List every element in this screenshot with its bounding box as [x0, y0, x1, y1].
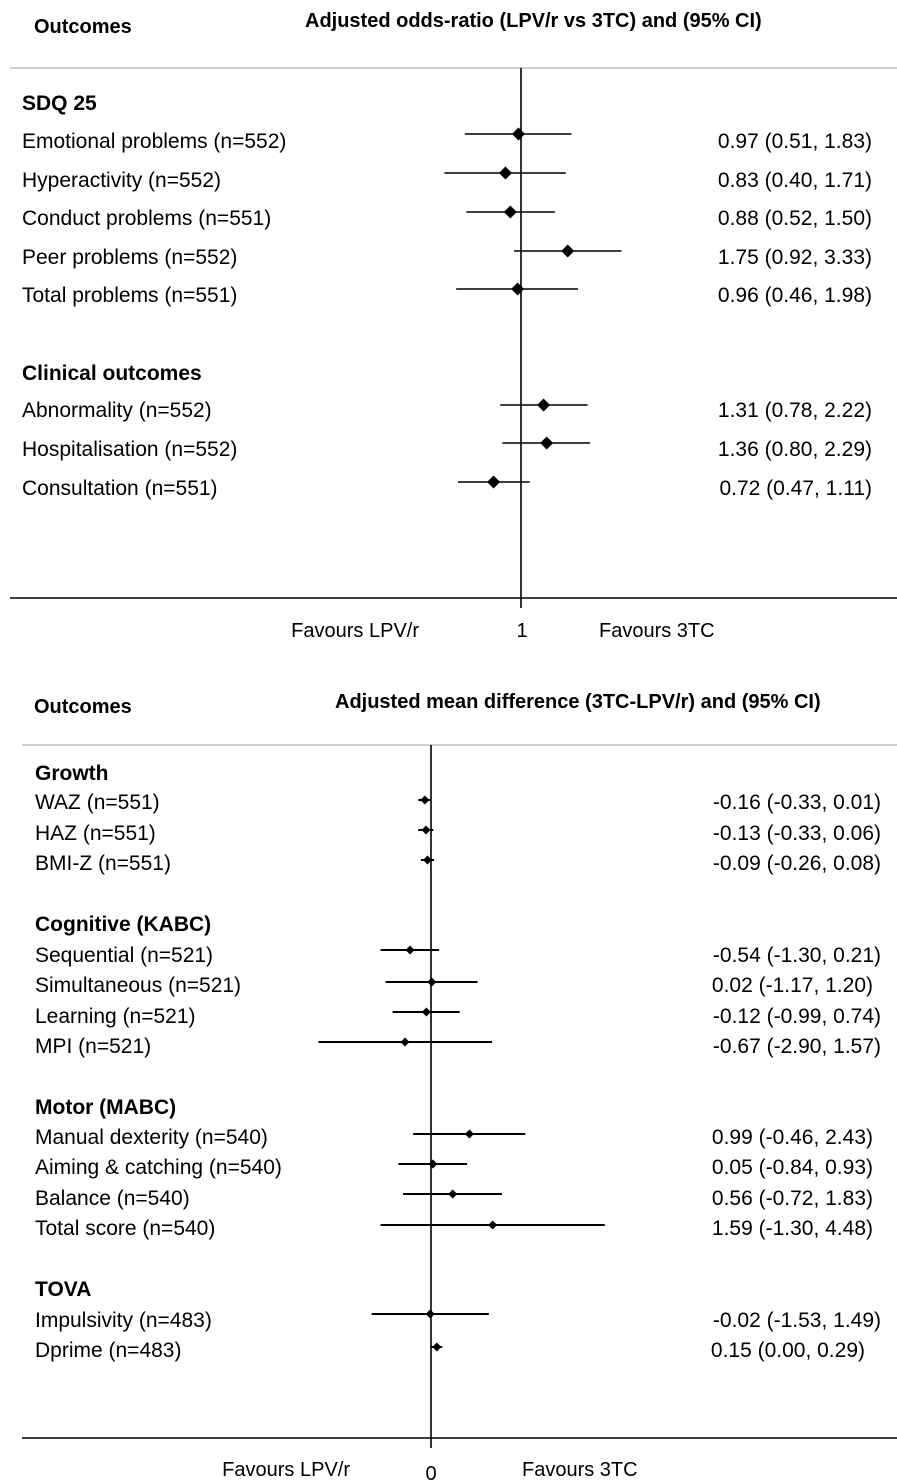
- estimate-marker: [421, 825, 431, 835]
- estimate-marker: [488, 1220, 498, 1230]
- row-label: MPI (n=521): [35, 1035, 151, 1058]
- row-label: Conduct problems (n=551): [22, 207, 271, 230]
- row-label: Hospitalisation (n=552): [22, 438, 237, 461]
- plot-marks: [444, 127, 622, 489]
- row-label: WAZ (n=551): [35, 791, 160, 814]
- estimate-marker: [420, 795, 430, 805]
- estimate-marker: [421, 1007, 431, 1017]
- ci-text: 0.72 (0.47, 1.11): [719, 477, 872, 500]
- ci-text: 0.05 (-0.84, 0.93): [712, 1156, 873, 1179]
- estimate-marker: [432, 1342, 442, 1352]
- ci-text: -0.16 (-0.33, 0.01): [713, 791, 881, 814]
- ci-text: -0.02 (-1.53, 1.49): [713, 1309, 881, 1332]
- favours-left-label: Favours LPV/r: [291, 620, 419, 642]
- row-label: Aiming & catching (n=540): [35, 1156, 282, 1179]
- estimate-marker: [400, 1037, 410, 1047]
- ci-text: 0.83 (0.40, 1.71): [718, 169, 872, 192]
- estimate-marker: [498, 166, 512, 180]
- group-title-growth: Growth: [35, 762, 109, 785]
- ci-text: -0.13 (-0.33, 0.06): [713, 822, 881, 845]
- group-title-clinical: Clinical outcomes: [22, 362, 202, 385]
- estimate-marker: [487, 475, 501, 489]
- estimate-marker: [425, 1309, 435, 1319]
- ci-text: 0.88 (0.52, 1.50): [718, 207, 872, 230]
- outcomes-header: Outcomes: [34, 16, 132, 38]
- favours-left-label: Favours LPV/r: [222, 1459, 350, 1481]
- reference-tick-label: 0: [425, 1463, 436, 1482]
- group-title-motor: Motor (MABC): [35, 1096, 176, 1119]
- group-title-cognitive: Cognitive (KABC): [35, 913, 211, 936]
- favours-right-label: Favours 3TC: [522, 1459, 638, 1481]
- estimate-marker: [405, 945, 415, 955]
- reference-tick-label: 1: [516, 620, 527, 642]
- estimate-header: Adjusted odds-ratio (LPV/r vs 3TC) and (…: [305, 10, 762, 32]
- row-label: Impulsivity (n=483): [35, 1309, 212, 1332]
- estimate-header: Adjusted mean difference (3TC-LPV/r) and…: [335, 691, 821, 713]
- ci-text: 0.97 (0.51, 1.83): [718, 130, 872, 153]
- plot-marks: [318, 795, 605, 1352]
- mean-difference-panel: Outcomes Adjusted mean difference (3TC-L…: [22, 691, 897, 1482]
- ci-text: -0.12 (-0.99, 0.74): [713, 1005, 881, 1028]
- estimate-marker: [540, 436, 554, 450]
- ci-text: 1.31 (0.78, 2.22): [718, 399, 872, 422]
- favours-right-label: Favours 3TC: [599, 620, 715, 642]
- row-label: Consultation (n=551): [22, 477, 218, 500]
- ci-text: 0.56 (-0.72, 1.83): [712, 1187, 873, 1210]
- row-label: Peer problems (n=552): [22, 246, 237, 269]
- estimate-marker: [561, 244, 575, 258]
- estimate-marker: [427, 977, 437, 987]
- ci-text: 1.59 (-1.30, 4.48): [712, 1217, 873, 1240]
- row-label: Total score (n=540): [35, 1217, 215, 1240]
- group-title-tova: TOVA: [35, 1278, 91, 1301]
- ci-text: 0.96 (0.46, 1.98): [718, 284, 872, 307]
- ci-text: 0.15 (0.00, 0.29): [711, 1339, 865, 1362]
- ci-text: 1.75 (0.92, 3.33): [718, 246, 872, 269]
- estimate-marker: [537, 398, 551, 412]
- row-label: Balance (n=540): [35, 1187, 190, 1210]
- row-label: Dprime (n=483): [35, 1339, 181, 1362]
- row-label: Learning (n=521): [35, 1005, 196, 1028]
- estimate-marker: [511, 282, 525, 296]
- estimate-marker: [448, 1189, 458, 1199]
- ci-text: 0.02 (-1.17, 1.20): [712, 974, 873, 997]
- estimate-marker: [428, 1159, 438, 1169]
- estimate-marker: [503, 205, 517, 219]
- row-label: Total problems (n=551): [22, 284, 237, 307]
- ci-text: -0.67 (-2.90, 1.57): [713, 1035, 881, 1058]
- estimate-marker: [464, 1129, 474, 1139]
- ci-text: 0.99 (-0.46, 2.43): [712, 1126, 873, 1149]
- row-label: Emotional problems (n=552): [22, 130, 286, 153]
- row-label: HAZ (n=551): [35, 822, 156, 845]
- row-label: Abnormality (n=552): [22, 399, 212, 422]
- odds-ratio-panel: Outcomes Adjusted odds-ratio (LPV/r vs 3…: [10, 10, 897, 642]
- ci-text: 1.36 (0.80, 2.29): [718, 438, 872, 461]
- row-label: Simultaneous (n=521): [35, 974, 241, 997]
- outcomes-header: Outcomes: [34, 696, 132, 718]
- estimate-marker: [423, 855, 433, 865]
- row-label: Hyperactivity (n=552): [22, 169, 221, 192]
- ci-text: -0.54 (-1.30, 0.21): [713, 944, 881, 967]
- row-label: BMI-Z (n=551): [35, 852, 171, 875]
- ci-text: -0.09 (-0.26, 0.08): [713, 852, 881, 875]
- estimate-marker: [511, 127, 525, 141]
- row-label: Manual dexterity (n=540): [35, 1126, 268, 1149]
- row-label: Sequential (n=521): [35, 944, 213, 967]
- group-title-sdq: SDQ 25: [22, 92, 97, 115]
